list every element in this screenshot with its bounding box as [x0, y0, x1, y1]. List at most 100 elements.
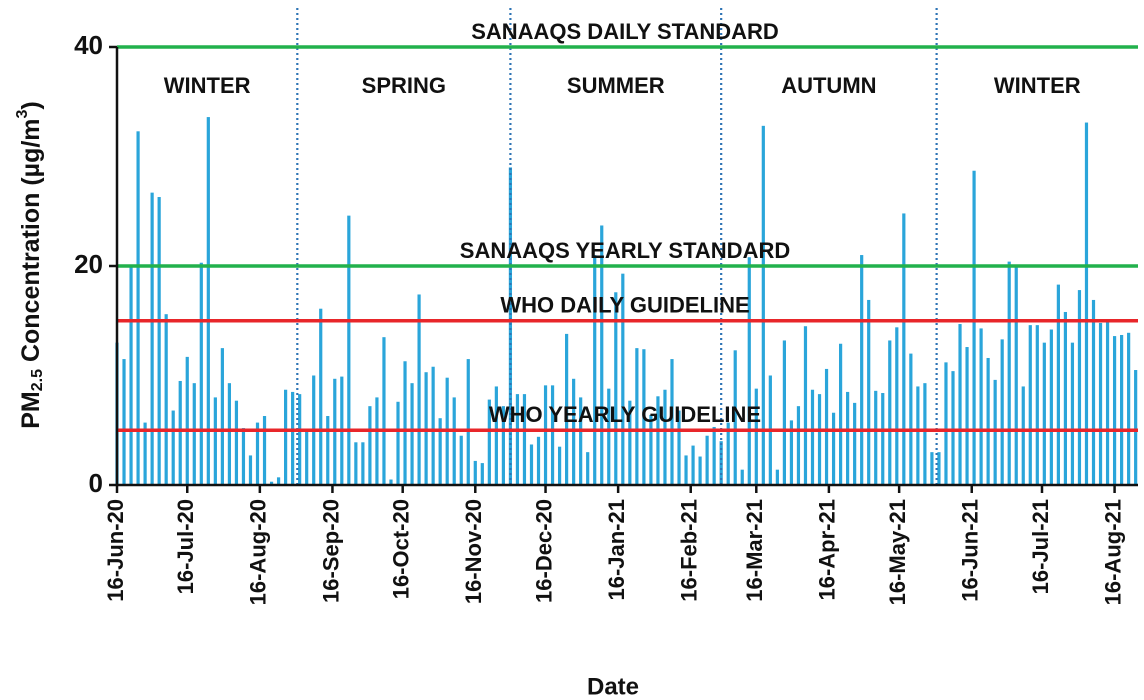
bar: [298, 394, 302, 485]
bar: [361, 442, 365, 485]
x-tick-label: 16-Jul-20: [173, 499, 198, 594]
x-tick-label: 16-Mar-21: [742, 499, 767, 602]
bar: [284, 389, 288, 485]
bar: [262, 416, 267, 485]
bar: [192, 383, 196, 485]
bar: [916, 386, 920, 485]
x-tick-label: 16-Sep-20: [318, 499, 343, 603]
bar: [136, 131, 140, 485]
x-tick-label: 16-Jul-21: [1028, 499, 1053, 594]
bar: [1084, 122, 1089, 486]
bar: [255, 422, 260, 485]
bar: [410, 383, 414, 485]
season-label: WINTER: [994, 73, 1081, 98]
bar: [431, 366, 435, 485]
y-title-part: Concentration (µg/m: [17, 118, 45, 369]
bar: [838, 343, 843, 485]
bar: [122, 359, 126, 485]
bar: [930, 452, 934, 485]
bar: [291, 391, 295, 485]
bar: [642, 349, 646, 485]
bar: [501, 406, 505, 485]
bar: [206, 117, 210, 485]
x-tick-label: 16-Jun-21: [958, 499, 983, 602]
bar: [1056, 284, 1060, 485]
bar: [389, 479, 393, 485]
y-title-sup: 3: [14, 109, 31, 118]
bar: [522, 394, 527, 485]
bar: [993, 379, 997, 485]
season-label: SPRING: [362, 73, 446, 98]
bar: [543, 385, 548, 485]
bar: [1134, 370, 1138, 485]
bar: [656, 396, 660, 485]
bar: [810, 389, 815, 485]
bar: [164, 314, 168, 485]
bar: [740, 469, 744, 485]
bar: [368, 406, 372, 485]
x-tick-label: 16-Dec-20: [531, 499, 556, 603]
bar: [319, 308, 323, 485]
bar: [677, 410, 681, 485]
bar: [150, 192, 154, 485]
season-label: SUMMER: [567, 73, 665, 98]
bar: [635, 348, 639, 485]
bar: [382, 337, 386, 485]
bar: [220, 348, 224, 485]
y-tick-label: 40: [74, 30, 103, 60]
y-title-part: ): [17, 101, 45, 109]
bar: [1105, 321, 1110, 485]
bar: [853, 402, 857, 485]
bar: [909, 353, 913, 485]
bar: [621, 273, 625, 485]
bar: [1112, 336, 1117, 485]
bar: [269, 481, 274, 485]
bar: [789, 420, 794, 485]
bar: [881, 393, 885, 485]
bar: [557, 446, 562, 485]
bar: [227, 383, 232, 485]
bar: [452, 397, 456, 485]
bar: [1063, 311, 1068, 485]
bar: [248, 455, 253, 485]
bar: [276, 477, 281, 485]
bar: [937, 452, 941, 485]
x-tick-label: 16-Oct-20: [389, 499, 414, 599]
bar: [508, 167, 513, 485]
bar: [944, 362, 948, 485]
reference-label: WHO DAILY GUIDELINE: [500, 293, 749, 318]
bar: [213, 397, 217, 485]
bar: [986, 357, 990, 485]
x-tick-label: 16-Aug-20: [246, 499, 271, 605]
bar: [375, 397, 379, 485]
bar: [775, 469, 779, 485]
bar: [733, 350, 737, 485]
bar: [761, 125, 765, 485]
bar: [515, 394, 520, 485]
bar: [565, 333, 569, 485]
bar: [965, 347, 969, 485]
y-tick-label: 20: [74, 249, 103, 279]
bar: [902, 213, 906, 485]
bar: [171, 410, 175, 485]
bar: [157, 197, 161, 485]
bar: [347, 215, 351, 485]
y-title-part: PM: [17, 391, 45, 429]
bar: [354, 442, 358, 485]
bar: [586, 452, 590, 485]
bar: [1098, 322, 1103, 485]
x-tick-label: 16-Jun-20: [103, 499, 128, 602]
bar: [494, 386, 498, 485]
bar: [831, 412, 836, 485]
reference-label: WHO YEARLY GUIDELINE: [489, 402, 761, 427]
bar: [1000, 339, 1004, 485]
bar: [1021, 386, 1025, 485]
bar: [663, 389, 667, 485]
bar: [705, 435, 709, 485]
bar: [1049, 329, 1053, 485]
y-axis-title: PM2.5 Concentration (µg/m3): [14, 101, 46, 429]
bar: [888, 340, 892, 485]
bar: [670, 359, 674, 485]
bar: [305, 429, 309, 485]
